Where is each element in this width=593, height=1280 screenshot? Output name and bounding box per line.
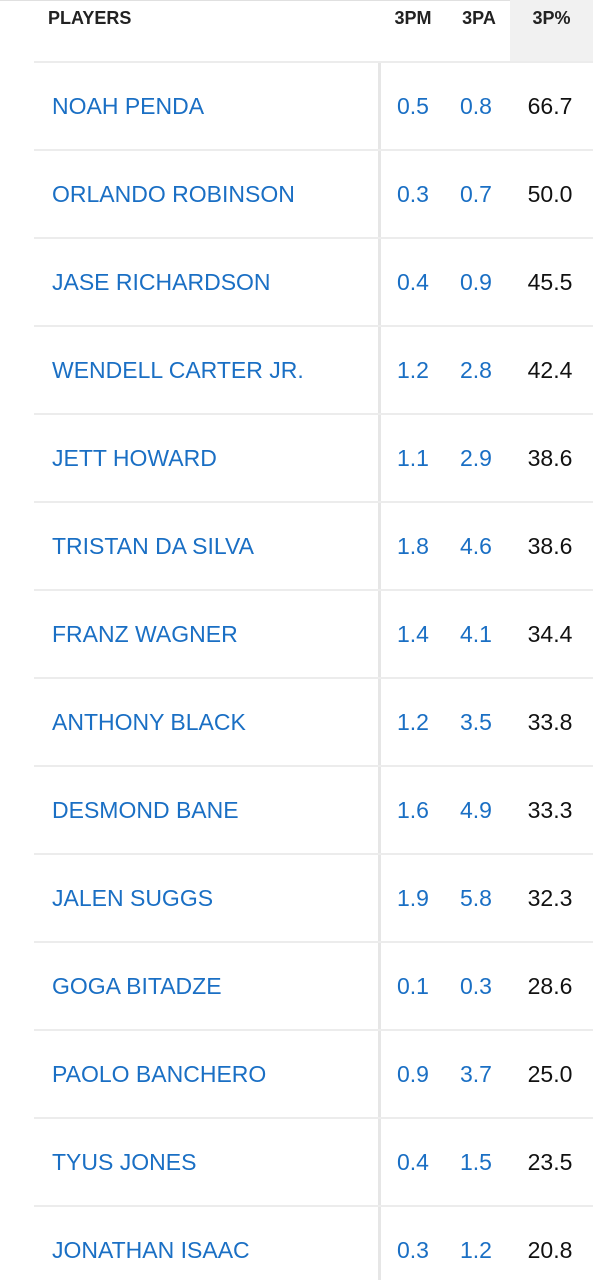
- stat-3pm-link[interactable]: 0.5: [397, 93, 429, 119]
- table-row: PAOLO BANCHERO 0.9 3.7 25.0: [34, 1031, 593, 1119]
- player-link[interactable]: NOAH PENDA: [52, 93, 205, 119]
- player-link[interactable]: TRISTAN DA SILVA: [52, 533, 254, 559]
- stat-3pm-link[interactable]: 0.3: [397, 1237, 429, 1263]
- column-divider: [378, 591, 381, 677]
- stat-3pm-link[interactable]: 1.2: [397, 357, 429, 383]
- stat-3pa-link[interactable]: 2.9: [460, 445, 492, 471]
- player-link[interactable]: JASE RICHARDSON: [52, 269, 271, 295]
- column-divider: [378, 943, 381, 1029]
- table-body: NOAH PENDA 0.5 0.8 66.7 ORLANDO ROBINSON…: [34, 63, 593, 1280]
- column-divider: [378, 327, 381, 413]
- column-divider: [378, 1119, 381, 1205]
- player-link[interactable]: FRANZ WAGNER: [52, 621, 238, 647]
- player-link[interactable]: DESMOND BANE: [52, 797, 239, 823]
- column-divider: [378, 415, 381, 501]
- table-row: FRANZ WAGNER 1.4 4.1 34.4: [34, 591, 593, 679]
- table-row: WENDELL CARTER JR. 1.2 2.8 42.4: [34, 327, 593, 415]
- table-row: GOGA BITADZE 0.1 0.3 28.6: [34, 943, 593, 1031]
- stat-3pa-link[interactable]: 3.5: [460, 709, 492, 735]
- stat-3pa-link[interactable]: 0.9: [460, 269, 492, 295]
- table-row: ANTHONY BLACK 1.2 3.5 33.8: [34, 679, 593, 767]
- table-row: JALEN SUGGS 1.9 5.8 32.3: [34, 855, 593, 943]
- stat-3pm-link[interactable]: 1.6: [397, 797, 429, 823]
- stat-3p-pct: 23.5: [527, 1149, 573, 1175]
- column-divider: [378, 679, 381, 765]
- column-divider: [378, 855, 381, 941]
- stat-3pm-link[interactable]: 0.1: [397, 973, 429, 999]
- player-link[interactable]: JETT HOWARD: [52, 445, 217, 471]
- top-divider: [0, 0, 593, 1]
- column-divider: [378, 503, 381, 589]
- stat-3pa-link[interactable]: 0.3: [460, 973, 492, 999]
- column-divider: [378, 1207, 381, 1280]
- player-link[interactable]: ANTHONY BLACK: [52, 709, 246, 735]
- stat-3pa-link[interactable]: 4.1: [460, 621, 492, 647]
- stat-3pa-link[interactable]: 4.6: [460, 533, 492, 559]
- stat-3p-pct: 32.3: [527, 885, 573, 911]
- player-link[interactable]: TYUS JONES: [52, 1149, 197, 1175]
- stat-3p-pct: 20.8: [527, 1237, 573, 1263]
- stat-3pm-link[interactable]: 1.4: [397, 621, 429, 647]
- stat-3p-pct: 33.8: [527, 709, 573, 735]
- stat-3p-pct: 42.4: [527, 357, 573, 383]
- stat-3pa-link[interactable]: 2.8: [460, 357, 492, 383]
- table-row: JONATHAN ISAAC 0.3 1.2 20.8: [34, 1207, 593, 1280]
- stat-3pa-link[interactable]: 1.2: [460, 1237, 492, 1263]
- column-divider: [378, 239, 381, 325]
- column-divider: [378, 1031, 381, 1117]
- table-row: TYUS JONES 0.4 1.5 23.5: [34, 1119, 593, 1207]
- player-link[interactable]: WENDELL CARTER JR.: [52, 357, 304, 383]
- stat-3p-pct: 50.0: [527, 181, 573, 207]
- player-link[interactable]: JALEN SUGGS: [52, 885, 214, 911]
- stat-3pa-link[interactable]: 5.8: [460, 885, 492, 911]
- stat-3pa-link[interactable]: 1.5: [460, 1149, 492, 1175]
- stat-3pm-link[interactable]: 1.9: [397, 885, 429, 911]
- column-header-players[interactable]: PLAYERS: [48, 8, 132, 28]
- stat-3p-pct: 66.7: [527, 93, 573, 119]
- player-link[interactable]: PAOLO BANCHERO: [52, 1061, 267, 1087]
- table-header: PLAYERS 3PM 3PA 3P%: [34, 0, 593, 63]
- stat-3pm-link[interactable]: 1.2: [397, 709, 429, 735]
- table-row: NOAH PENDA 0.5 0.8 66.7: [34, 63, 593, 151]
- column-header-3pm[interactable]: 3PM: [394, 8, 432, 28]
- column-divider: [378, 63, 381, 149]
- table-row: TRISTAN DA SILVA 1.8 4.6 38.6: [34, 503, 593, 591]
- column-header-3p-pct-sorted[interactable]: 3P%: [510, 0, 593, 61]
- player-link[interactable]: JONATHAN ISAAC: [52, 1237, 250, 1263]
- stat-3p-pct: 38.6: [527, 533, 573, 559]
- stat-3pm-link[interactable]: 1.1: [397, 445, 429, 471]
- column-divider: [378, 767, 381, 853]
- table-row: DESMOND BANE 1.6 4.9 33.3: [34, 767, 593, 855]
- stat-3pa-link[interactable]: 4.9: [460, 797, 492, 823]
- table-row: ORLANDO ROBINSON 0.3 0.7 50.0: [34, 151, 593, 239]
- stat-3pa-link[interactable]: 0.7: [460, 181, 492, 207]
- stat-3p-pct: 33.3: [527, 797, 573, 823]
- stat-3p-pct: 25.0: [527, 1061, 573, 1087]
- table-row: JETT HOWARD 1.1 2.9 38.6: [34, 415, 593, 503]
- player-link[interactable]: GOGA BITADZE: [52, 973, 222, 999]
- stat-3pm-link[interactable]: 1.8: [397, 533, 429, 559]
- stat-3pm-link[interactable]: 0.4: [397, 1149, 429, 1175]
- column-header-3pa[interactable]: 3PA: [462, 8, 496, 28]
- table-row: JASE RICHARDSON 0.4 0.9 45.5: [34, 239, 593, 327]
- stat-3p-pct: 28.6: [527, 973, 573, 999]
- stat-3pm-link[interactable]: 0.4: [397, 269, 429, 295]
- stat-3pm-link[interactable]: 0.3: [397, 181, 429, 207]
- stat-3p-pct: 45.5: [527, 269, 573, 295]
- player-link[interactable]: ORLANDO ROBINSON: [52, 181, 295, 207]
- stat-3pa-link[interactable]: 0.8: [460, 93, 492, 119]
- stat-3pa-link[interactable]: 3.7: [460, 1061, 492, 1087]
- stat-3p-pct: 38.6: [527, 445, 573, 471]
- stat-3p-pct: 34.4: [527, 621, 573, 647]
- column-divider: [378, 151, 381, 237]
- stat-3pm-link[interactable]: 0.9: [397, 1061, 429, 1087]
